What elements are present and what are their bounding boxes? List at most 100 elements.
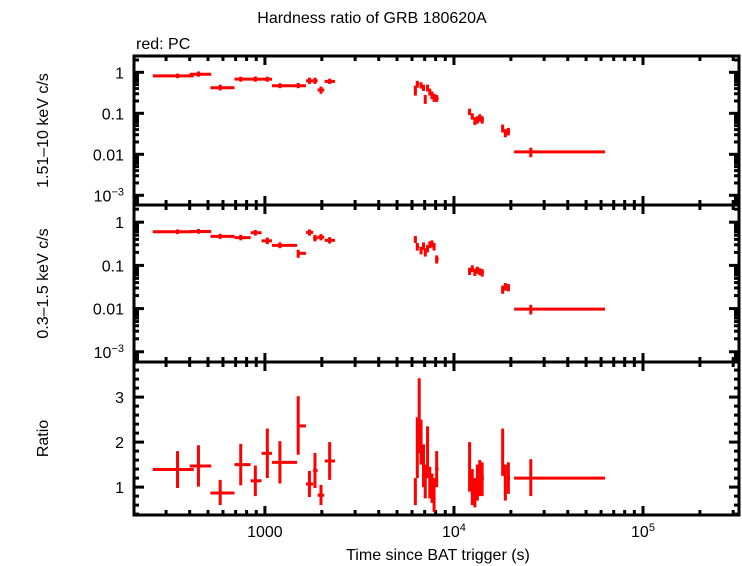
data-point: [250, 229, 262, 236]
x-tick-labels: 1000 104 105: [247, 522, 655, 541]
data-point: [189, 228, 212, 234]
y-tick-label-exponent: −3: [111, 343, 124, 355]
data-point: [468, 442, 472, 492]
y-axis-label: 0.3–1.5 keV c/s: [35, 228, 52, 338]
data-point: [423, 464, 427, 499]
data-point: [432, 478, 436, 512]
data-point: [413, 235, 417, 243]
x-axis-label: Time since BAT trigger (s): [346, 547, 530, 564]
data-point: [234, 443, 251, 486]
x-tick-label-base: 10: [442, 524, 460, 541]
data-point: [423, 94, 427, 104]
y-tick-label-exponent: −3: [111, 186, 124, 198]
data-point: [506, 284, 511, 292]
x-tick-label-exponent: 4: [460, 522, 466, 534]
panel-frame: [132, 203, 741, 364]
data-point: [506, 462, 511, 494]
data-point: [189, 445, 212, 487]
data-point: [421, 84, 425, 92]
data-point: [250, 465, 262, 497]
panel-frame: [132, 54, 741, 207]
data-point: [435, 255, 439, 264]
y-tick-label-base: 10: [94, 188, 112, 205]
data-point: [468, 267, 472, 275]
data-point: [152, 451, 194, 488]
y-tick-label: 0.1: [102, 106, 124, 123]
data-point: [503, 283, 507, 291]
data-point: [501, 285, 505, 294]
data-point: [271, 441, 298, 484]
data-point: [313, 234, 318, 242]
data-point: [473, 268, 477, 276]
data-point: [468, 108, 472, 116]
data-point: [432, 93, 436, 102]
data-point: [261, 428, 272, 479]
data-point: [261, 237, 272, 245]
data-point: [480, 269, 484, 277]
data-point: [210, 233, 235, 239]
data-point: [261, 76, 272, 82]
data-point: [296, 396, 307, 455]
data-point: [413, 478, 417, 506]
data-point: [435, 94, 439, 102]
data-point: [480, 462, 484, 497]
data-point: [250, 76, 262, 82]
panel-soft: 1 0.1 0.01 10−3 0.3–1.5 keV c/s: [35, 203, 741, 364]
data-point: [503, 464, 507, 501]
data-point: [234, 234, 251, 241]
chart-subtitle: red: PC: [136, 36, 190, 53]
data-point: [419, 82, 423, 89]
panel-ratio: 3 2 1 Ratio: [35, 360, 741, 517]
data-point: [324, 237, 336, 244]
data-point: [413, 85, 417, 96]
data-point: [514, 304, 606, 315]
y-tick-label: 1: [115, 65, 124, 82]
data-point: [417, 378, 421, 454]
data-point: [501, 428, 505, 476]
data-point: [152, 73, 194, 79]
data-point: [478, 460, 482, 497]
data-point: [189, 71, 212, 77]
data-point: [317, 484, 325, 506]
data-point: [271, 83, 298, 89]
y-tick-label-base: 10: [94, 345, 112, 362]
data-point: [306, 229, 314, 236]
data-point: [296, 82, 307, 89]
y-axis-label: Ratio: [35, 420, 52, 457]
data-point: [415, 80, 420, 88]
chart-title: Hardness ratio of GRB 180620A: [257, 10, 487, 27]
y-tick-label: 1: [115, 215, 124, 232]
data-point: [415, 242, 420, 251]
data-point: [475, 116, 479, 124]
data-point: [470, 113, 474, 120]
data-point: [501, 124, 505, 133]
data-point: [480, 116, 484, 124]
y-tick-label: 2: [115, 435, 124, 452]
data-point: [271, 242, 298, 249]
data-point: [306, 470, 314, 497]
data-point: [313, 452, 318, 488]
data-point: [210, 479, 235, 506]
data-point: [421, 242, 425, 250]
data-point: [324, 78, 336, 84]
data-point: [313, 77, 318, 84]
x-tick-label: 105: [631, 522, 655, 541]
y-tick-label: 10−3: [94, 343, 124, 362]
data-point: [317, 234, 325, 241]
data-point: [324, 442, 336, 480]
data-point: [475, 464, 479, 501]
data-point: [210, 84, 235, 91]
data-point: [470, 469, 474, 506]
data-point: [306, 77, 314, 84]
y-tick-label: 10−3: [94, 186, 124, 205]
data-point: [317, 86, 325, 94]
data-point: [426, 426, 430, 479]
data-point: [514, 147, 606, 158]
data-point: [234, 76, 251, 82]
data-point: [503, 129, 507, 138]
x-tick-label-base: 10: [631, 524, 649, 541]
y-tick-label: 0.01: [93, 147, 124, 164]
data-point: [435, 451, 439, 488]
data-point: [473, 117, 477, 125]
